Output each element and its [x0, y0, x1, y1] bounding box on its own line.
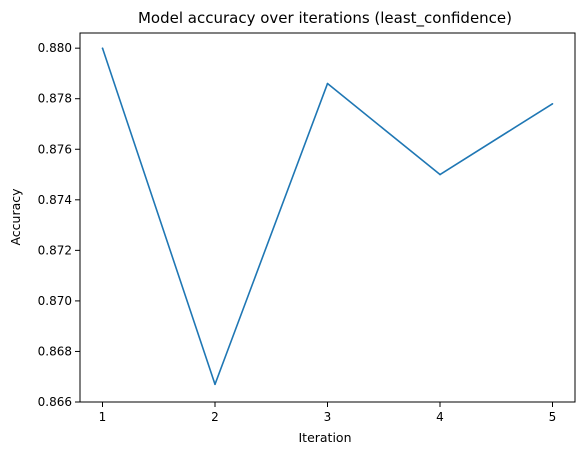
series-line — [101, 47, 553, 386]
x-tick-label: 1 — [99, 410, 107, 424]
y-tick-label: 0.870 — [38, 294, 72, 308]
data-point — [101, 47, 104, 49]
y-axis: 0.866 0.868 0.870 0.872 0.874 0.876 0.878 0.880 — [38, 41, 80, 409]
x-axis: 1 2 3 4 5 — [99, 402, 557, 424]
chart-title: Model accuracy over iterations (least_co… — [138, 9, 512, 28]
x-tick-label: 4 — [436, 410, 444, 424]
y-axis-label: Accuracy — [8, 188, 23, 246]
x-tick-label: 2 — [211, 410, 219, 424]
axes-frame — [79, 32, 576, 403]
data-point — [439, 173, 441, 176]
plot-area — [79, 32, 576, 403]
y-tick-label: 0.878 — [38, 92, 72, 106]
data-point — [551, 102, 554, 105]
y-tick-label: 0.874 — [38, 193, 72, 207]
data-point — [326, 82, 329, 85]
y-tick-label: 0.880 — [38, 41, 72, 55]
y-tick-label: 0.866 — [38, 395, 72, 409]
x-tick-label: 3 — [324, 410, 332, 424]
data-point — [214, 383, 216, 386]
x-tick-label: 5 — [549, 410, 557, 424]
data-points — [101, 47, 554, 386]
y-tick-label: 0.872 — [38, 243, 72, 257]
y-tick-label: 0.868 — [38, 344, 72, 358]
y-tick-label: 0.876 — [38, 142, 72, 156]
x-axis-label: Iteration — [298, 430, 351, 445]
